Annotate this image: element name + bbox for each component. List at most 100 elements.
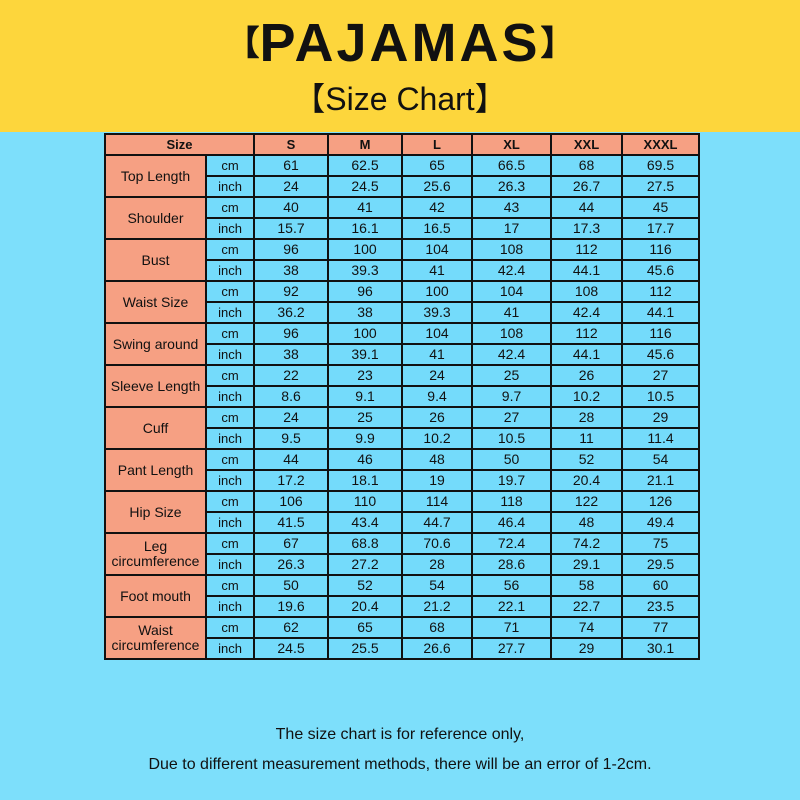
measurement-value: 26.3 xyxy=(471,175,553,198)
measurement-value: 28 xyxy=(401,553,474,576)
measurement-value: 39.3 xyxy=(401,301,474,324)
measurement-value: 96 xyxy=(327,280,404,303)
table-row: inch 17.2 18.1 19 19.7 20.4 21.1 xyxy=(105,469,701,492)
measurement-value: 126 xyxy=(621,490,701,513)
measurement-value: 60 xyxy=(621,574,701,597)
measurement-value: 42.4 xyxy=(471,259,553,282)
unit-label: inch xyxy=(204,511,256,534)
unit-label: inch xyxy=(204,301,256,324)
page-title: 【PAJAMAS】 xyxy=(0,10,800,77)
measurement-value: 45.6 xyxy=(621,343,701,366)
measurement-value: 108 xyxy=(471,322,553,345)
measurement-value: 92 xyxy=(253,280,330,303)
table-row: Hip Size cm 106 110 114 118 122 126 xyxy=(104,490,701,534)
measurement-value: 26.7 xyxy=(550,175,624,198)
measurement-label: Shoulder xyxy=(104,196,207,240)
measurement-value: 52 xyxy=(327,574,404,597)
measurement-value: 48 xyxy=(401,448,474,471)
measurement-value: 9.7 xyxy=(471,385,553,408)
header-row: Size S M L XL XXL XXXL xyxy=(103,133,701,156)
measurement-value: 10.5 xyxy=(471,427,553,450)
measurement-value: 44.1 xyxy=(550,259,624,282)
measurement-value: 42.4 xyxy=(471,343,553,366)
table-row: Pant Length cm 44 46 48 50 52 54 xyxy=(104,448,701,492)
table-row: Swing around cm 96 100 104 108 112 116 xyxy=(104,322,701,366)
unit-label: cm xyxy=(204,280,256,303)
measurement-value: 22.7 xyxy=(550,595,624,618)
measurement-value: 96 xyxy=(253,322,330,345)
measurement-value: 11.4 xyxy=(621,427,701,450)
table-row: inch 41.5 43.4 44.7 46.4 48 49.4 xyxy=(105,511,701,534)
measurement-value: 68 xyxy=(550,154,624,177)
measurement-value: 24.5 xyxy=(327,175,404,198)
unit-label: cm xyxy=(204,238,256,261)
measurement-value: 41 xyxy=(401,343,474,366)
table-row: Cuff cm 24 25 26 27 28 29 xyxy=(104,406,701,450)
measurement-value: 66.5 xyxy=(471,154,553,177)
measurement-value: 44.1 xyxy=(621,301,701,324)
measurement-value: 27.5 xyxy=(621,175,701,198)
measurement-value: 11 xyxy=(550,427,624,450)
measurement-value: 62 xyxy=(253,616,330,639)
unit-label: cm xyxy=(204,532,256,555)
measurement-value: 36.2 xyxy=(253,301,330,324)
table-row: inch 9.5 9.9 10.2 10.5 11 11.4 xyxy=(105,427,701,450)
table-row: inch 38 39.1 41 42.4 44.1 45.6 xyxy=(105,343,701,366)
footer-note-2: Due to different measurement methods, th… xyxy=(148,756,652,773)
measurement-value: 112 xyxy=(621,280,701,303)
measurement-value: 114 xyxy=(401,490,474,513)
measurement-value: 20.4 xyxy=(550,469,624,492)
measurement-value: 9.4 xyxy=(401,385,474,408)
measurement-value: 104 xyxy=(401,322,474,345)
measurement-value: 69.5 xyxy=(621,154,701,177)
size-header: Size xyxy=(103,133,256,156)
measurement-value: 24 xyxy=(253,406,330,429)
measurement-value: 65 xyxy=(401,154,474,177)
measurement-value: 44 xyxy=(550,196,624,219)
measurement-value: 48 xyxy=(550,511,624,534)
size-column-header-xxl: XXL xyxy=(550,133,624,156)
measurement-label: Pant Length xyxy=(104,448,207,492)
table-row: inch 8.6 9.1 9.4 9.7 10.2 10.5 xyxy=(105,385,701,408)
measurement-value: 72.4 xyxy=(471,532,553,555)
measurement-value: 112 xyxy=(550,322,624,345)
measurement-value: 39.1 xyxy=(327,343,404,366)
measurement-value: 108 xyxy=(471,238,553,261)
measurement-value: 22 xyxy=(253,364,330,387)
measurement-value: 10.5 xyxy=(621,385,701,408)
measurement-value: 30.1 xyxy=(621,637,701,660)
unit-label: cm xyxy=(204,154,256,177)
measurement-value: 26.6 xyxy=(401,637,474,660)
title-banner: 【PAJAMAS】 【Size Chart】 xyxy=(0,0,800,132)
measurement-value: 24 xyxy=(253,175,330,198)
table-row: inch 38 39.3 41 42.4 44.1 45.6 xyxy=(105,259,701,282)
measurement-value: 28.6 xyxy=(471,553,553,576)
unit-label: inch xyxy=(204,553,256,576)
measurement-label: Hip Size xyxy=(104,490,207,534)
measurement-value: 50 xyxy=(253,574,330,597)
measurement-value: 41 xyxy=(327,196,404,219)
table-row: Bust cm 96 100 104 108 112 116 xyxy=(104,238,701,282)
table-row: Foot mouth cm 50 52 54 56 58 60 xyxy=(104,574,701,618)
table-row: Leg circumference cm 67 68.8 70.6 72.4 74.2 75 xyxy=(104,532,701,576)
measurement-value: 44 xyxy=(253,448,330,471)
measurement-value: 27.2 xyxy=(327,553,404,576)
measurement-value: 71 xyxy=(471,616,553,639)
measurement-value: 24 xyxy=(401,364,474,387)
measurement-value: 21.2 xyxy=(401,595,474,618)
measurement-value: 45.6 xyxy=(621,259,701,282)
measurement-value: 110 xyxy=(327,490,404,513)
measurement-value: 25.5 xyxy=(327,637,404,660)
unit-label: cm xyxy=(204,322,256,345)
unit-label: inch xyxy=(204,637,256,660)
measurement-value: 21.1 xyxy=(621,469,701,492)
measurement-value: 27 xyxy=(621,364,701,387)
measurement-value: 15.7 xyxy=(253,217,330,240)
size-column-header-m: M xyxy=(327,133,404,156)
title-text: PAJAMAS xyxy=(259,13,541,73)
measurement-value: 19 xyxy=(401,469,474,492)
unit-label: cm xyxy=(204,574,256,597)
measurement-value: 20.4 xyxy=(327,595,404,618)
measurement-value: 108 xyxy=(550,280,624,303)
measurement-value: 29.5 xyxy=(621,553,701,576)
